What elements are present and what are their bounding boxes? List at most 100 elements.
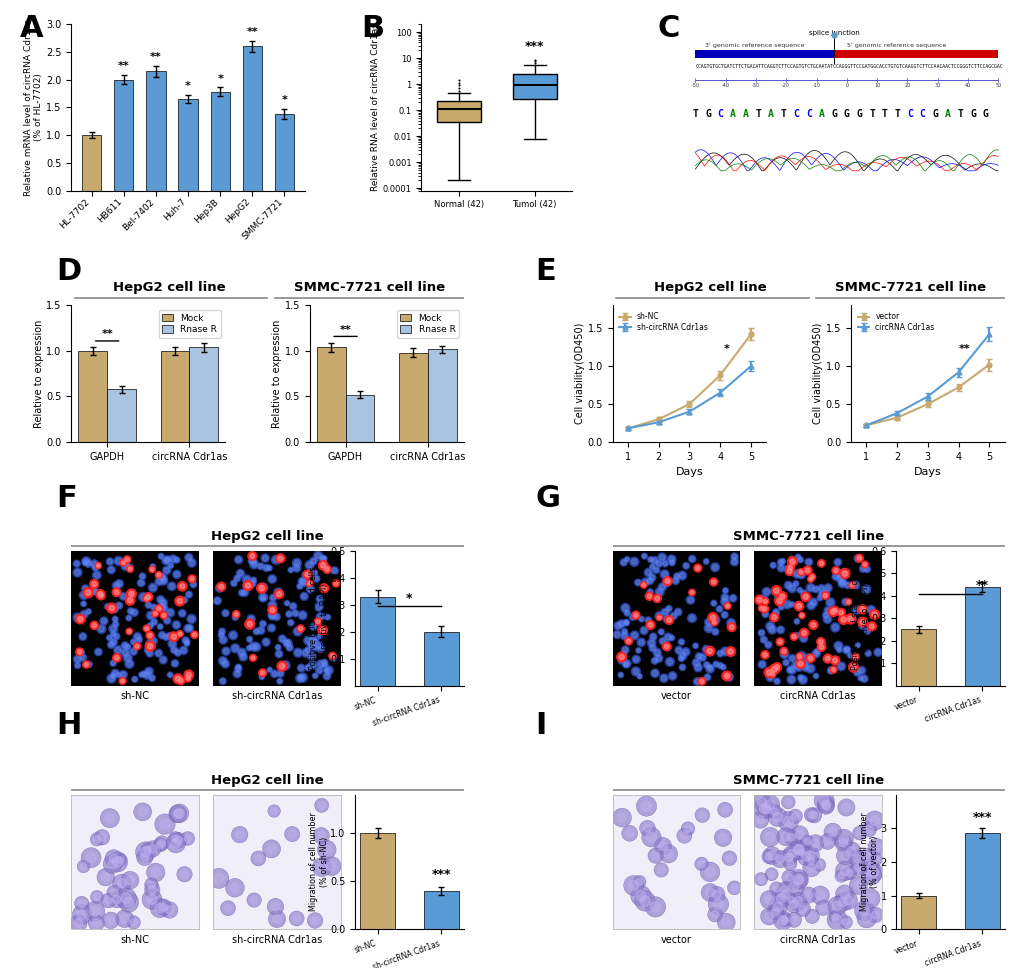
Point — [862, 859, 878, 874]
Point — [704, 610, 720, 625]
Point — [818, 612, 835, 627]
Point — [108, 578, 124, 593]
Point — [652, 624, 668, 640]
Point — [771, 852, 788, 867]
Point — [822, 662, 839, 678]
Point — [114, 876, 130, 892]
Point — [155, 601, 171, 617]
Text: SMMC-7721 cell line: SMMC-7721 cell line — [733, 530, 883, 543]
Text: circRNA Cdr1as: circRNA Cdr1as — [780, 691, 855, 701]
Point — [225, 575, 242, 590]
Point — [255, 616, 271, 631]
Text: *: * — [722, 344, 729, 353]
Point — [812, 640, 828, 655]
Point — [152, 837, 168, 853]
Point — [642, 552, 658, 567]
Point — [780, 578, 796, 593]
Point — [789, 549, 805, 564]
Point — [780, 795, 796, 810]
Point — [775, 647, 792, 662]
Point — [814, 900, 830, 916]
Point — [815, 793, 832, 808]
Point — [89, 832, 105, 847]
Point — [834, 894, 850, 910]
Point — [120, 610, 137, 625]
Point — [248, 639, 264, 654]
Point — [771, 634, 788, 650]
Text: SMMC-7721 cell line: SMMC-7721 cell line — [733, 774, 883, 787]
Point — [838, 642, 854, 657]
Point — [121, 656, 138, 672]
Point — [828, 912, 845, 927]
Legend: vector, circRNA Cdr1as: vector, circRNA Cdr1as — [854, 309, 936, 335]
Point — [139, 643, 155, 658]
Point — [813, 636, 829, 651]
Point — [716, 594, 733, 610]
Y-axis label: Positive EDU stained cells
(relative to DAPI): Positive EDU stained cells (relative to … — [850, 566, 869, 670]
Point — [646, 653, 662, 669]
Point — [75, 859, 92, 874]
Point — [159, 562, 175, 578]
Point — [119, 559, 136, 574]
Point — [144, 892, 160, 907]
Point — [784, 554, 800, 569]
Point — [811, 888, 827, 903]
Point — [177, 633, 194, 649]
Point — [674, 568, 690, 584]
Bar — [146, 72, 165, 191]
Point — [264, 602, 280, 618]
Point — [819, 580, 836, 595]
Point — [109, 854, 125, 869]
Point — [117, 638, 133, 653]
Point — [666, 573, 683, 589]
Point — [780, 814, 796, 830]
Point — [867, 851, 883, 866]
Point — [144, 670, 160, 685]
Point — [162, 558, 178, 573]
Point — [655, 671, 672, 686]
Point — [643, 570, 659, 586]
Point — [755, 591, 771, 607]
Bar — [243, 46, 262, 191]
Point — [722, 620, 739, 635]
Point — [609, 618, 626, 633]
Point — [115, 589, 131, 604]
Point — [684, 585, 700, 600]
Point — [709, 896, 726, 912]
Point — [171, 626, 187, 642]
Point — [833, 605, 849, 620]
Point — [824, 662, 841, 678]
Bar — [317, 348, 345, 442]
Point — [75, 588, 92, 603]
Point — [71, 644, 88, 659]
Point — [641, 584, 657, 599]
Point — [253, 622, 269, 638]
Point — [826, 652, 843, 668]
Point — [767, 583, 784, 598]
Point — [822, 662, 839, 678]
Point — [162, 628, 178, 644]
Point — [258, 560, 274, 576]
Point — [68, 556, 85, 571]
Point — [777, 655, 794, 671]
Point — [826, 652, 843, 668]
Point — [618, 656, 634, 672]
Point — [705, 615, 721, 630]
Point — [162, 605, 178, 620]
Point — [142, 627, 158, 643]
Point — [817, 586, 834, 601]
Point — [87, 584, 103, 599]
Text: B: B — [361, 15, 384, 44]
Point — [211, 580, 227, 595]
Point — [851, 826, 867, 841]
Point — [229, 570, 246, 586]
Point — [783, 846, 799, 862]
Point — [312, 609, 328, 624]
Point — [271, 647, 287, 662]
Point — [255, 580, 271, 595]
Point — [799, 562, 815, 578]
Point — [791, 567, 807, 583]
Text: HepG2 cell line: HepG2 cell line — [211, 530, 323, 543]
Point — [627, 664, 643, 680]
Point — [764, 558, 781, 573]
